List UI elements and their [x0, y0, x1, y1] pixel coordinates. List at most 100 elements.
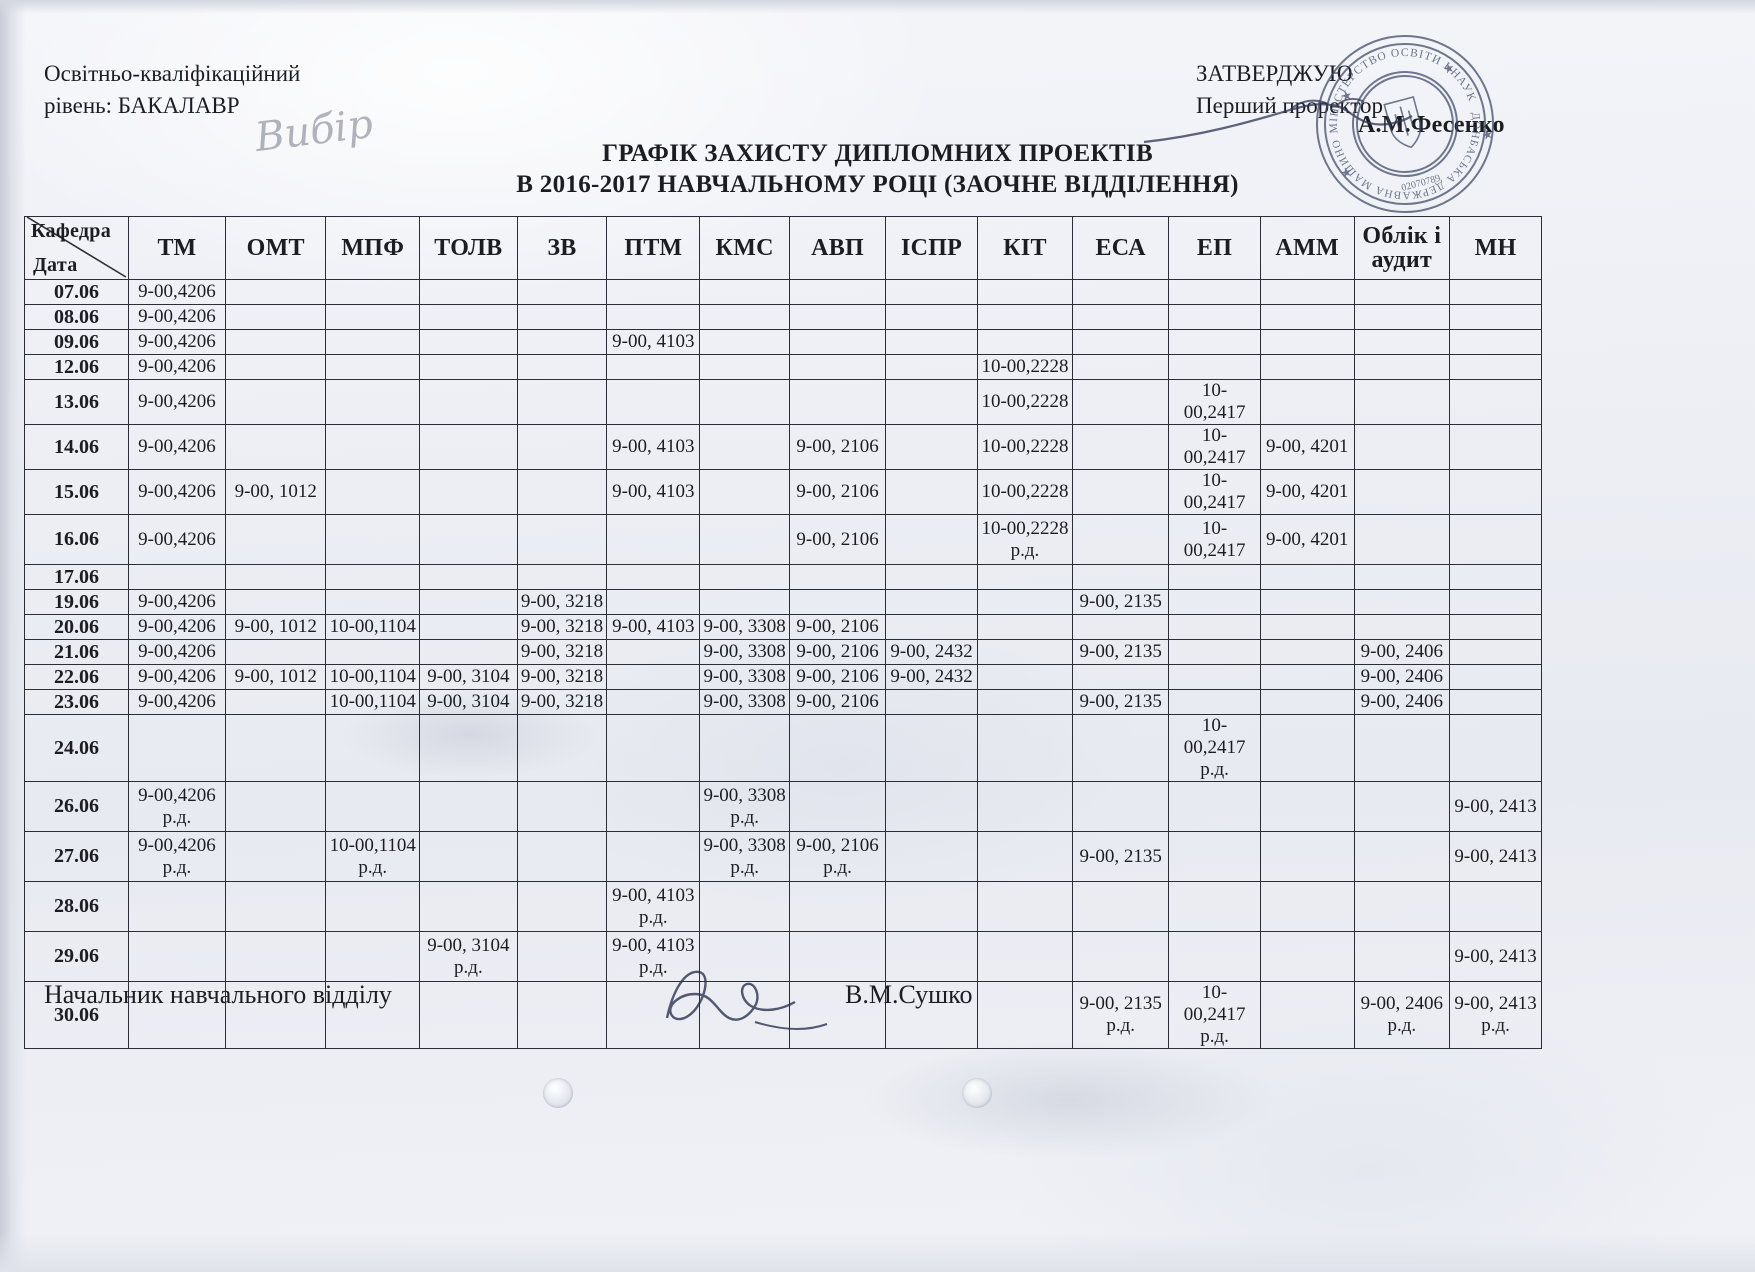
schedule-cell — [1259, 639, 1355, 665]
schedule-cell — [699, 589, 790, 615]
schedule-cell: 9-00, 2106 — [788, 664, 887, 690]
schedule-cell: 9-00,4206 — [127, 639, 227, 665]
column-header-oblik-audit: Облік і аудит — [1353, 216, 1451, 280]
schedule-cell: 9-00, 3308 — [699, 689, 790, 715]
schedule-cell — [699, 379, 790, 425]
schedule-cell — [1259, 831, 1355, 882]
schedule-cell: 10-00,2417 — [1168, 469, 1261, 515]
schedule-cell: 10-00,2417 р.д. — [1168, 981, 1261, 1049]
schedule-cell — [1168, 304, 1261, 330]
schedule-cell — [885, 469, 978, 515]
schedule-cell — [885, 564, 978, 590]
schedule-cell: 10-00,2417 р.д. — [1168, 714, 1261, 782]
table-row: 13.06 9-00,4206 10-00,2228 10-00,2417 — [24, 379, 1542, 425]
cell-rd-marker: р.д. — [454, 956, 483, 978]
schedule-cell — [1259, 614, 1355, 640]
schedule-cell — [1168, 639, 1261, 665]
schedule-cell — [976, 689, 1074, 715]
schedule-cell — [419, 564, 518, 590]
schedule-cell — [885, 689, 978, 715]
cell-rd-marker: р.д. — [1010, 539, 1040, 561]
schedule-cell — [1072, 881, 1170, 932]
schedule-cell — [224, 379, 327, 425]
schedule-cell — [1259, 981, 1355, 1049]
schedule-cell — [976, 329, 1074, 355]
cell-rd-marker: р.д. — [730, 806, 759, 828]
schedule-cell — [224, 304, 327, 330]
schedule-cell: 10-00,2228 — [976, 379, 1074, 425]
schedule-cell — [976, 931, 1074, 982]
schedule-cell — [1168, 354, 1261, 380]
schedule-cell — [127, 931, 227, 982]
oblik-line-1: Облік і — [1362, 223, 1442, 249]
schedule-cell — [1259, 379, 1355, 425]
schedule-cell — [606, 639, 701, 665]
column-header-mn: МН — [1449, 216, 1542, 280]
schedule-cell — [1168, 781, 1261, 832]
schedule-cell: 10-00,2228 — [976, 424, 1074, 470]
schedule-cell: 9-00, 4103 — [606, 469, 701, 515]
schedule-cell — [788, 981, 887, 1049]
punch-hole — [962, 1078, 992, 1108]
schedule-cell: 9-00,4206 р.д. — [127, 831, 227, 882]
schedule-cell — [516, 329, 608, 355]
schedule-cell — [224, 689, 327, 715]
schedule-cell — [885, 514, 978, 565]
cell-time-room: 9-00,4206 — [138, 834, 216, 856]
column-header-avp: АВП — [788, 216, 887, 280]
schedule-cell — [516, 379, 608, 425]
schedule-cell: 9-00, 2106 — [788, 514, 887, 565]
schedule-cell: 9-00, 4103 р.д. — [606, 931, 701, 982]
table-row: 21.06 9-00,4206 9-00, 3218 9-00, 3308 9-00, … — [24, 639, 1542, 665]
schedule-cell — [325, 279, 421, 305]
scan-edge-top — [0, 0, 1755, 14]
row-date-cell: 14.06 — [24, 424, 129, 470]
row-date-cell: 07.06 — [24, 279, 129, 305]
schedule-cell: 9-00,4206 — [127, 354, 227, 380]
schedule-cell — [1072, 564, 1170, 590]
column-header-ispr: ІСПР — [885, 216, 978, 280]
schedule-cell: 9-00, 3218 — [516, 614, 608, 640]
punch-hole — [543, 1078, 573, 1108]
column-header-kms: КМС — [699, 216, 790, 280]
schedule-cell — [1072, 424, 1170, 470]
schedule-cell — [516, 714, 608, 782]
schedule-cell — [1449, 589, 1542, 615]
schedule-cell — [1353, 514, 1451, 565]
schedule-cell: 9-00, 4201 — [1259, 424, 1355, 470]
schedule-cell — [419, 981, 518, 1049]
schedule-cell: 9-00, 3308 — [699, 664, 790, 690]
schedule-cell — [1449, 564, 1542, 590]
cell-rd-marker: р.д. — [1481, 1015, 1510, 1036]
cell-time-room: 9-00, 2413 — [1454, 993, 1537, 1014]
scan-edge-bottom — [0, 1232, 1755, 1272]
schedule-cell — [1449, 714, 1542, 782]
cell-time-room: 9-00, 2135 — [1079, 993, 1162, 1014]
page-title: ГРАФІК ЗАХИСТУ ДИПЛОМНИХ ПРОЕКТІВ В 2016… — [0, 138, 1755, 200]
schedule-cell — [976, 881, 1074, 932]
schedule-cell: 10-00,1104 — [325, 664, 421, 690]
schedule-cell: 9-00, 4201 — [1259, 514, 1355, 565]
column-header-mpf: МПФ — [325, 216, 421, 280]
schedule-cell — [325, 589, 421, 615]
schedule-cell — [1353, 614, 1451, 640]
schedule-cell — [1449, 639, 1542, 665]
schedule-cell — [1449, 881, 1542, 932]
schedule-cell — [419, 424, 518, 470]
row-date-cell: 19.06 — [24, 589, 129, 615]
schedule-cell — [606, 689, 701, 715]
cell-time-room: 9-00, 2106 — [796, 834, 879, 856]
schedule-cell — [788, 931, 887, 982]
approval-block: ЗАТВЕРДЖУЮ Перший проректор — [1196, 58, 1383, 122]
schedule-cell — [419, 469, 518, 515]
qualification-level: Освітньо-кваліфікаційний рівень: БАКАЛАВ… — [44, 58, 300, 122]
table-row: 23.06 9-00,4206 10-00,1104 9-00, 3104 9-00, … — [24, 689, 1542, 715]
schedule-cell: 10-00,2228 — [976, 469, 1074, 515]
schedule-cell — [788, 329, 887, 355]
schedule-cell — [1449, 469, 1542, 515]
row-date-cell: 16.06 — [24, 514, 129, 565]
schedule-cell — [1168, 931, 1261, 982]
schedule-cell — [1072, 514, 1170, 565]
schedule-cell: 9-00, 2413 — [1449, 931, 1542, 982]
schedule-cell — [1449, 614, 1542, 640]
